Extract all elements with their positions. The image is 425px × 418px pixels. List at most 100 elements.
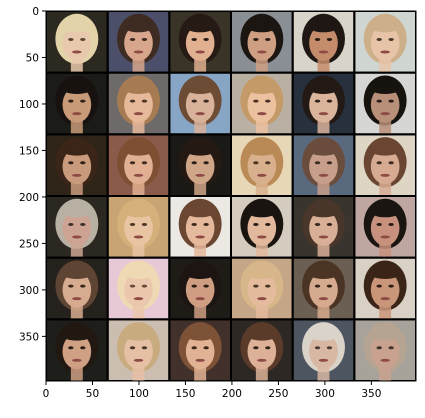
face-eye [203,346,209,350]
face-eye [388,222,394,226]
face-mouth [195,297,205,301]
face-tile [108,258,169,320]
face-mouth [318,297,329,301]
face-eye [129,222,136,226]
face-eye [265,99,271,103]
face-eye [129,161,136,165]
face-neck [379,54,392,73]
face-eye [203,284,209,288]
y-tick-label: 0 [32,6,39,18]
face-eye [68,284,74,288]
face-tile [108,12,169,73]
face-fringe [246,267,278,279]
face-skin [185,86,215,123]
face-mouth [133,235,144,239]
face-eye [326,99,333,103]
face-neck [132,178,145,197]
face-fringe [307,20,340,33]
x-axis-ticks: 0 50 100 150 200 250 300 350 [43,381,381,400]
x-tick-label: 150 [175,388,195,400]
face-eye [141,161,148,165]
face-tile [293,320,354,381]
face-fringe [369,143,401,156]
face-tile [355,12,415,73]
face-skin [247,333,277,370]
face-skin [185,271,215,308]
face-mouth [133,112,144,116]
face-tile [232,73,292,135]
face-fringe [61,328,93,341]
x-tick-label: 100 [129,388,149,400]
face-neck [317,116,330,135]
x-tick-label: 50 [86,388,99,400]
face-skin [62,148,92,185]
face-neck [379,301,392,320]
face-neck [255,301,268,320]
face-eye [191,222,197,226]
face-tile [355,73,415,135]
face-neck [132,301,145,320]
face-neck [317,178,330,197]
face-tile [170,197,230,258]
face-skin [124,25,153,61]
face-eye [388,37,394,41]
face-fringe [369,82,401,94]
face-eye [314,99,321,103]
x-tick-label: 0 [43,388,50,400]
face-fringe [246,143,278,156]
face-eye [141,284,148,288]
face-eye [141,37,148,41]
face-fringe [307,143,340,156]
face-eye [326,37,333,41]
face-tile [293,135,354,197]
face-eye [129,346,136,350]
face-eye [253,346,259,350]
face-tile [47,73,107,135]
face-neck [70,116,83,135]
x-tick-label: 300 [315,388,335,400]
face-fringe [122,143,155,156]
face-mouth [257,173,267,177]
face-tile [47,197,107,258]
face-eye [129,37,136,41]
face-neck [255,116,268,135]
face-skin [62,210,92,246]
face-tile [108,135,169,197]
face-eye [314,222,321,226]
face-eye [68,222,74,226]
face-eye [265,284,271,288]
face-tile [355,197,415,258]
face-fringe [61,20,93,33]
face-mouth [72,173,82,177]
face-eye [388,99,394,103]
face-neck [132,363,145,381]
face-eye [141,222,148,226]
face-eye [80,222,86,226]
face-neck [194,116,207,135]
face-neck [194,301,207,320]
face-neck [194,363,207,381]
face-fringe [307,82,340,94]
face-fringe [122,328,155,341]
face-eye [265,37,271,41]
face-tile [355,135,415,197]
face-skin [247,86,277,123]
face-fringe [369,267,401,279]
face-skin [62,86,92,123]
face-skin [370,148,400,185]
y-tick-label: 250 [19,238,39,250]
face-skin [370,25,400,61]
face-eye [326,222,333,226]
face-tile [108,197,169,258]
face-skin [247,210,277,246]
face-skin [247,25,277,61]
face-tile [355,258,415,320]
face-neck [255,178,268,197]
face-mouth [380,50,390,54]
face-fringe [369,205,401,218]
face-fringe [61,205,93,218]
face-fringe [307,328,340,341]
face-tile [170,12,230,73]
face-eye [141,99,148,103]
face-tile [232,135,292,197]
